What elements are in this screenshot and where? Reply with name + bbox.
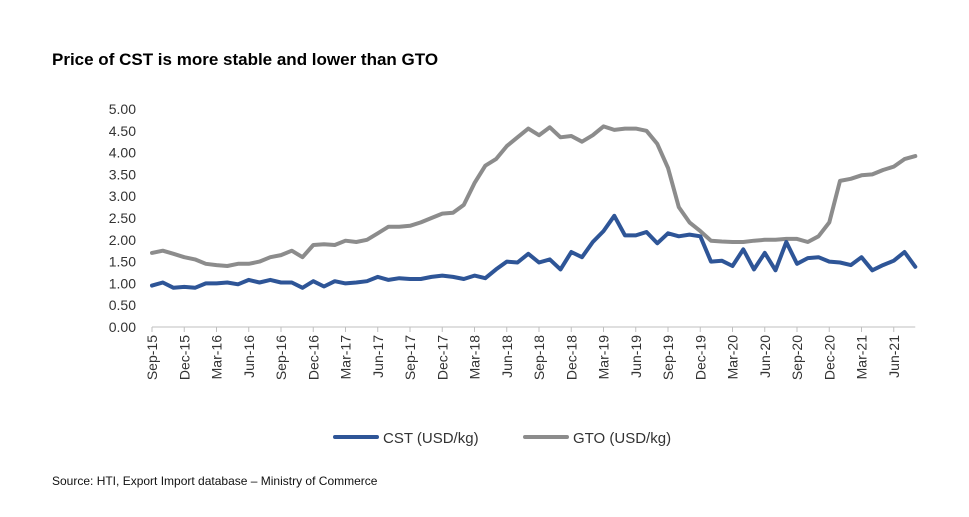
legend-label-gto: GTO (USD/kg) xyxy=(573,430,671,447)
x-tick-label: Dec-19 xyxy=(692,335,708,380)
y-tick-label: 3.50 xyxy=(109,166,136,182)
x-tick-label: Sep-19 xyxy=(660,335,676,380)
x-tick-label: Jun-17 xyxy=(370,335,386,378)
y-tick-label: 0.50 xyxy=(109,297,136,313)
x-tick-label: Jun-16 xyxy=(241,335,257,378)
y-tick-label: 1.00 xyxy=(109,275,136,291)
x-tick-label: Mar-17 xyxy=(338,335,354,380)
x-tick-label: Mar-19 xyxy=(596,335,612,380)
x-tick-label: Mar-20 xyxy=(725,335,741,380)
y-tick-label: 3.00 xyxy=(109,188,136,204)
y-tick-label: 1.50 xyxy=(109,254,136,270)
y-axis: 0.00 0.50 1.00 1.50 2.00 2.50 3.00 3.50 4.00 4.50… xyxy=(109,101,136,335)
x-tick-label: Dec-16 xyxy=(305,335,321,380)
y-tick-label: 2.00 xyxy=(109,232,136,248)
x-tick-label: Jun-20 xyxy=(757,335,773,378)
x-tick-label: Sep-20 xyxy=(789,335,805,380)
chart-series xyxy=(150,124,918,290)
y-tick-label: 0.00 xyxy=(109,319,136,335)
x-tick-label: Sep-16 xyxy=(273,335,289,380)
y-tick-label: 5.00 xyxy=(109,101,136,117)
x-tick-label: Jun-18 xyxy=(499,335,515,378)
legend: CST (USD/kg) GTO (USD/kg) xyxy=(333,430,671,447)
source-note: Source: HTI, Export Import database – Mi… xyxy=(52,474,378,488)
y-tick-label: 4.00 xyxy=(109,145,136,161)
x-tick-label: Dec-15 xyxy=(176,335,192,380)
x-tick-label: Mar-18 xyxy=(467,335,483,380)
x-tick-label: Dec-17 xyxy=(434,335,450,380)
chart-title: Price of CST is more stable and lower th… xyxy=(52,50,439,69)
x-tick-label: Dec-18 xyxy=(563,335,579,380)
series-line-gto xyxy=(150,124,918,268)
y-tick-label: 2.50 xyxy=(109,210,136,226)
x-axis: Sep-15 Dec-15 Mar-16 Jun-16 Sep-16 Dec-16 Mar-… xyxy=(144,326,916,380)
x-tick-label: Sep-17 xyxy=(402,335,418,380)
y-tick-label: 4.50 xyxy=(109,123,136,139)
x-tick-label: Mar-21 xyxy=(854,335,870,380)
x-tick-label: Dec-20 xyxy=(821,335,837,380)
legend-label-cst: CST (USD/kg) xyxy=(383,430,479,447)
x-tick-label: Jun-19 xyxy=(628,335,644,378)
x-tick-label: Jun-21 xyxy=(886,335,902,378)
series-line-cst xyxy=(150,213,918,290)
x-tick-label: Mar-16 xyxy=(209,335,225,380)
x-tick-label: Sep-18 xyxy=(531,335,547,380)
x-tick-label: Sep-15 xyxy=(144,335,160,380)
